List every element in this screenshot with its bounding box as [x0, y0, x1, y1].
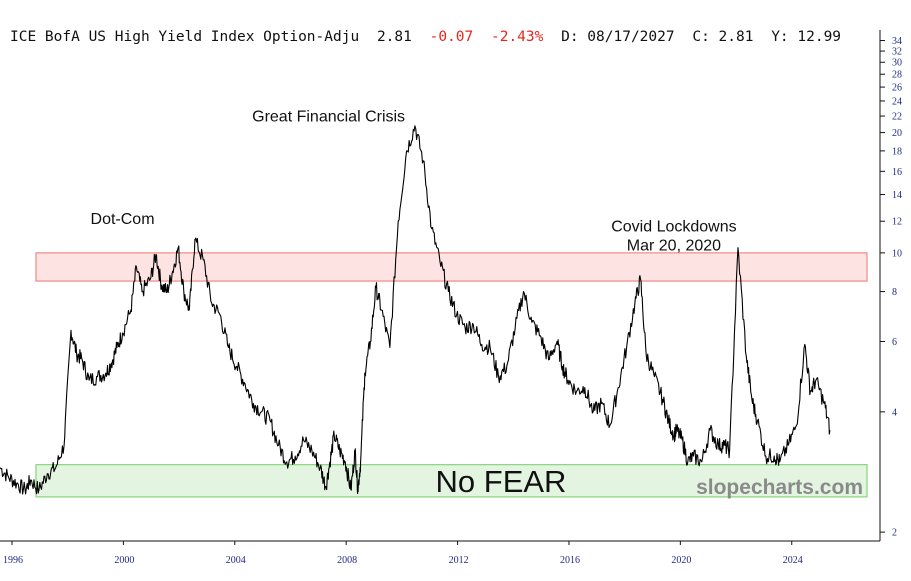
y-tick-label: 14	[892, 190, 902, 201]
svg-text:ICE BofA US High Yield Index O: ICE BofA US High Yield Index Option-Adju…	[10, 29, 841, 45]
x-tick-label: 1996	[3, 555, 23, 566]
fear-band	[35, 252, 868, 282]
header-title: ICE BofA US High Yield Index Option-Adju	[10, 29, 359, 45]
x-tick-label: 2008	[337, 555, 357, 566]
y-tick-label: 32	[892, 47, 902, 58]
header-change: -0.07	[430, 29, 474, 45]
y-tick-label: 30	[892, 58, 902, 69]
x-tick-label: 2016	[560, 555, 580, 566]
annotation-label: Covid Lockdowns	[611, 219, 736, 236]
y-tick-label: 28	[892, 70, 902, 81]
x-tick-label: 2012	[449, 555, 469, 566]
x-tick-label: 2004	[226, 555, 246, 566]
annotation-label: Dot-Com	[91, 211, 155, 228]
header-ytd: Y: 12.99	[771, 29, 841, 45]
header-close: C: 2.81	[692, 29, 753, 45]
y-tick-label: 26	[892, 83, 902, 94]
x-tick-label: 2020	[671, 555, 691, 566]
y-tick-label: 12	[892, 217, 902, 228]
annotations-layer: Dot-Com Great Financial Crisis Covid Lockd…	[91, 109, 737, 255]
brand-watermark: slopecharts.com	[696, 476, 863, 499]
annotation-label: Mar 20, 2020	[627, 238, 721, 255]
y-tick-label: 8	[892, 287, 897, 298]
y-tick-label: 4	[892, 407, 897, 418]
y-tick-label: 18	[892, 146, 902, 157]
chart-header: ICE BofA US High Yield Index Option-Adju…	[10, 29, 841, 45]
x-axis: 1996 2000 2004 2008 2012 2016 2020 2024	[3, 541, 803, 566]
y-tick-label: 2	[892, 528, 897, 539]
y-tick-label: 10	[892, 248, 902, 259]
y-tick-label: 6	[892, 337, 897, 348]
y-tick-label: 16	[892, 167, 902, 178]
header-last-value: 2.81	[377, 29, 412, 45]
y-tick-label: 34	[892, 36, 902, 47]
x-tick-label: 2000	[114, 555, 134, 566]
series-line	[0, 125, 831, 495]
x-tick-label: 2024	[783, 555, 803, 566]
calm-band	[35, 464, 868, 498]
y-tick-label: 24	[892, 96, 902, 107]
bands-layer	[35, 252, 868, 498]
no-fear-label: No FEAR	[436, 464, 567, 499]
y-tick-label: 20	[892, 128, 902, 139]
header-change-pct: -2.43%	[491, 29, 544, 45]
header-date: D: 08/17/2027	[561, 29, 675, 45]
annotation-label: Great Financial Crisis	[252, 109, 405, 126]
y-tick-label: 22	[892, 112, 902, 123]
